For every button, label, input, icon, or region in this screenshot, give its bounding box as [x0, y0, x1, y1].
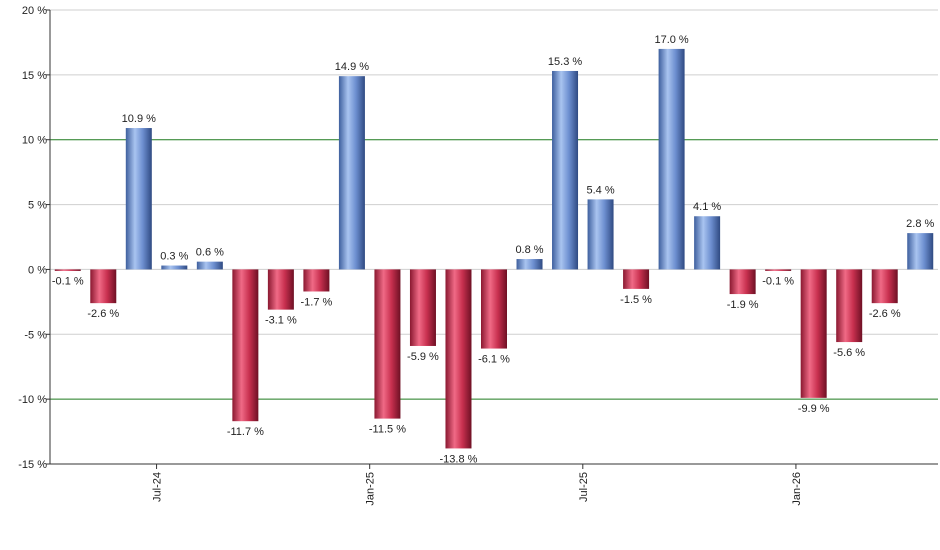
bar	[765, 269, 792, 271]
bar	[445, 269, 472, 449]
data-labels: -0.1 % -2.6 % 10.9 % 0.3 % 0.6 % -11.7 % -3.1 …	[52, 34, 935, 466]
bar	[232, 269, 259, 422]
bar	[907, 233, 934, 270]
y-tick-label: 20 %	[22, 5, 47, 17]
bar	[161, 265, 188, 270]
y-tick-label: -10 %	[18, 394, 47, 406]
bar-value-label: -5.6 %	[833, 347, 865, 359]
x-tick-label: Jul-24	[152, 472, 164, 502]
y-tick-label: 15 %	[22, 70, 47, 82]
bar-value-label: 4.1 %	[693, 201, 721, 213]
bar-value-label: -1.5 %	[620, 294, 652, 306]
y-tick-label: -5 %	[24, 329, 47, 341]
bar	[516, 259, 543, 270]
bar	[54, 269, 81, 271]
bar-value-label: -2.6 %	[87, 308, 119, 320]
bar	[871, 269, 898, 304]
y-tick-label: 0 %	[28, 264, 47, 276]
y-tick-label: -15 %	[18, 459, 47, 471]
axes: -15 % -10 % -5 % 0 % 5 % 10 % 15 % 20 % Jul-24 Ja…	[18, 5, 938, 506]
bar-value-label: 10.9 %	[122, 113, 156, 125]
bar	[658, 48, 685, 270]
bar	[409, 269, 436, 346]
bar	[267, 269, 294, 310]
bar-value-label: 15.3 %	[548, 56, 582, 68]
bar-value-label: -9.9 %	[798, 403, 830, 415]
bar-value-label: -0.1 %	[52, 276, 84, 288]
bar	[481, 269, 507, 349]
bar	[196, 261, 223, 270]
x-tick-label: Jan-25	[365, 472, 377, 506]
bar	[374, 269, 401, 419]
bar-value-label: -0.1 %	[762, 276, 794, 288]
bar	[694, 216, 721, 270]
bar-value-label: -5.9 %	[407, 351, 439, 363]
x-tick-label: Jul-25	[578, 472, 590, 502]
bar-value-label: 2.8 %	[906, 218, 934, 230]
bar-value-label: -3.1 %	[265, 315, 297, 327]
bar	[125, 128, 152, 270]
bar-value-label: -11.7 %	[227, 426, 264, 438]
bar	[552, 70, 579, 270]
bar-value-label: -1.7 %	[301, 296, 333, 308]
bar	[587, 199, 614, 270]
y-tick-label: 5 %	[28, 200, 47, 212]
bar	[303, 269, 330, 292]
bar-value-label: 0.3 %	[160, 251, 188, 263]
bar-value-label: 17.0 %	[654, 34, 688, 46]
bar	[623, 269, 650, 289]
x-tick-label: Jan-26	[791, 472, 803, 506]
bar-value-label: 0.8 %	[515, 244, 543, 256]
bars	[54, 48, 934, 449]
bar-value-label: 5.4 %	[586, 184, 614, 196]
bar	[800, 269, 827, 398]
bar-value-label: -2.6 %	[869, 308, 901, 320]
bar	[90, 269, 117, 304]
bar-value-label: -13.8 %	[440, 453, 478, 465]
bar-value-label: -6.1 %	[478, 354, 510, 366]
bar	[836, 269, 863, 343]
bar-value-label: 14.9 %	[335, 61, 369, 73]
y-tick-label: 10 %	[22, 135, 47, 147]
bar-value-label: 0.6 %	[196, 247, 224, 259]
bar-value-label: -11.5 %	[369, 424, 406, 436]
bar	[729, 269, 756, 295]
bar-value-label: -1.9 %	[727, 299, 759, 311]
bar	[338, 76, 365, 270]
